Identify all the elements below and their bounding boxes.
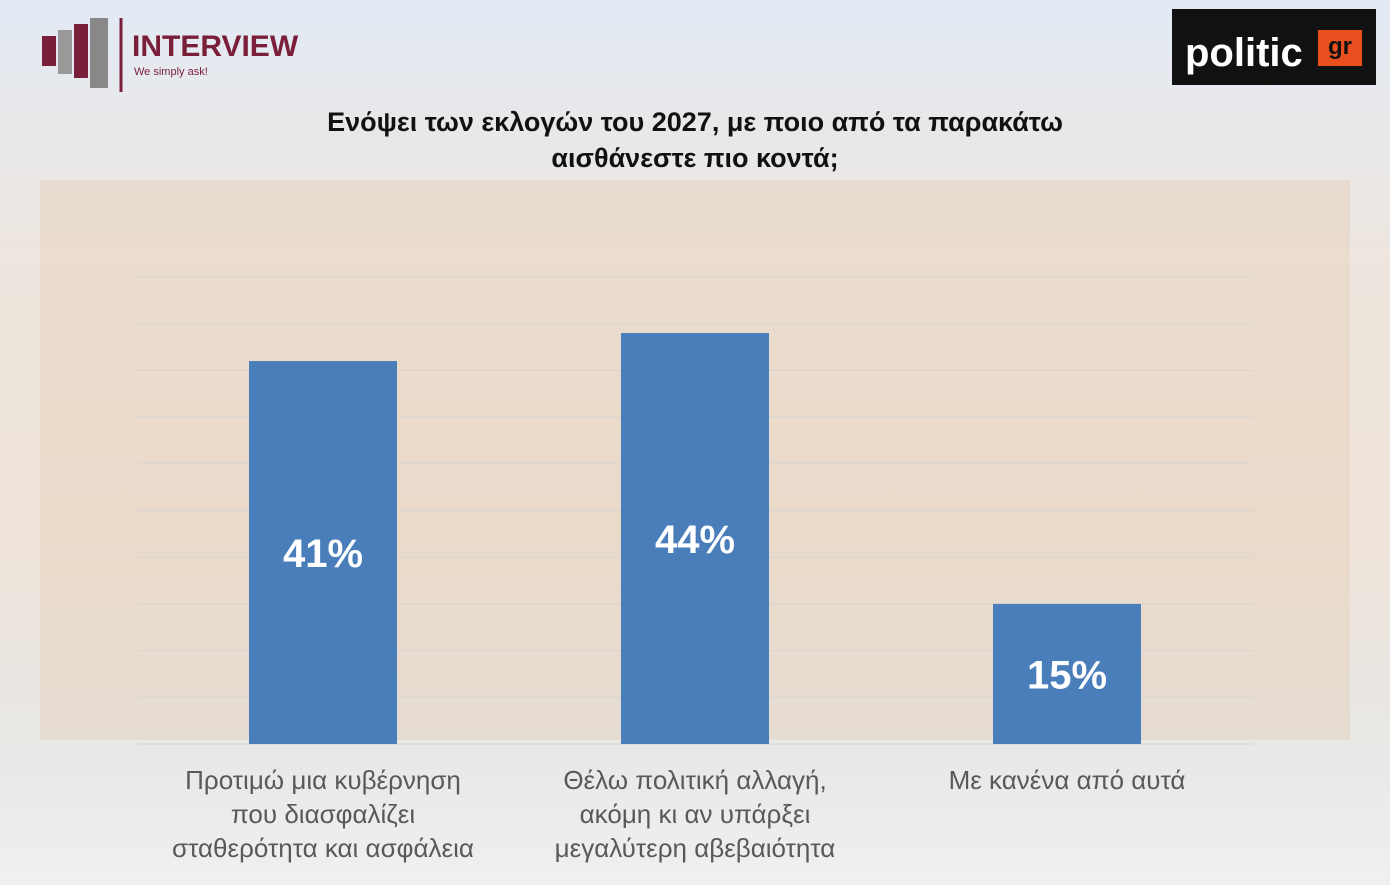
chart-title: Ενόψει των εκλογών του 2027, με ποιο από… [327, 107, 1063, 173]
brand-tagline: We simply ask! [134, 66, 208, 78]
source-logo-suffix: gr [1328, 33, 1352, 60]
x-tick-label: Προτιμώ μια κυβέρνηση που διασφαλίζει στ… [172, 765, 474, 863]
bar [249, 361, 397, 744]
x-tick-label: Θέλω πολιτική αλλαγή, ακόμη κι αν υπάρξε… [554, 765, 836, 863]
x-tick-label: Με κανένα από αυτά [948, 765, 1186, 795]
value-label: 15% [1027, 654, 1107, 698]
brand-name: INTERVIEW [132, 30, 299, 63]
value-label: 44% [655, 518, 735, 562]
value-label: 41% [283, 532, 363, 576]
bar [621, 333, 769, 744]
source-logo: politic [1185, 31, 1303, 75]
bar [993, 603, 1141, 744]
brand-logo-icon [42, 18, 123, 92]
source-logo-badge [1318, 30, 1362, 66]
